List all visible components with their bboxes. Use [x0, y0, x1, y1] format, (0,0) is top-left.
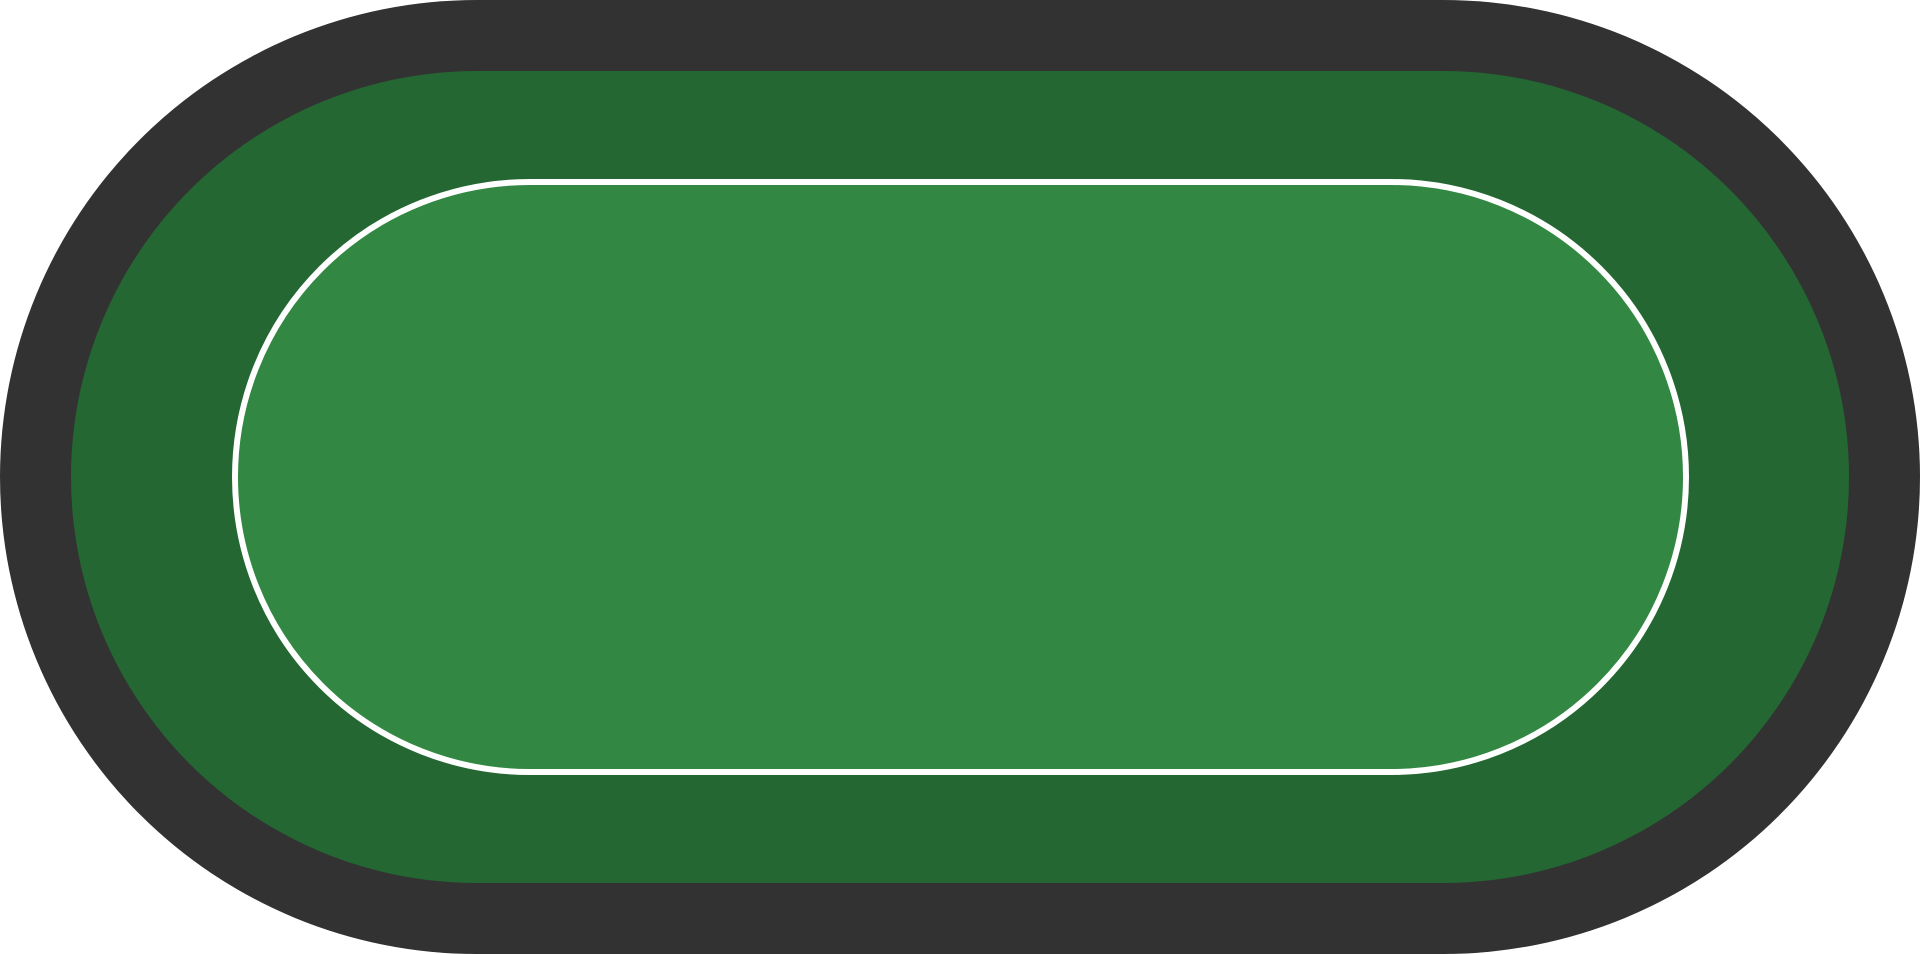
betting-line	[232, 179, 1689, 775]
inner-felt[interactable]	[235, 182, 1686, 772]
